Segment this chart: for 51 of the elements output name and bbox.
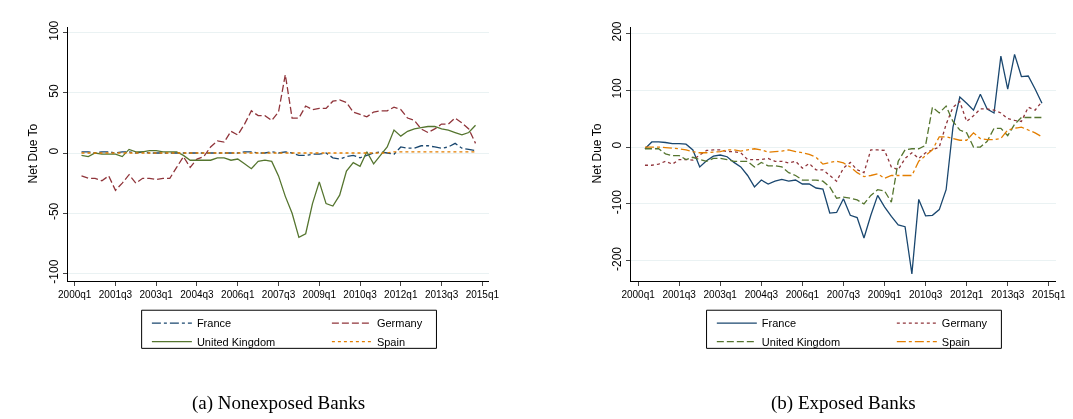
y-axis-title: Net Due To xyxy=(26,123,41,184)
line-series xyxy=(644,53,1043,275)
y-tick-label: 200 xyxy=(610,21,625,42)
x-tick-label: 2001q3 xyxy=(662,288,697,300)
line-series xyxy=(80,124,477,238)
y-tick-label: 0 xyxy=(47,147,62,155)
line-series xyxy=(644,105,1043,205)
y-tick-label: -50 xyxy=(47,202,62,221)
x-tick-label: 2012q1 xyxy=(949,288,984,300)
legend-label: Spain xyxy=(376,335,406,348)
x-tick-label: 2012q1 xyxy=(384,288,418,300)
y-tick-label: -200 xyxy=(610,246,625,272)
x-tick-label: 2010q3 xyxy=(908,288,943,300)
legend-label: Germany xyxy=(376,317,423,330)
y-tick-label: 0 xyxy=(610,141,625,149)
y-tick-label: 50 xyxy=(47,83,62,98)
line-series xyxy=(644,126,1043,179)
x-tick-label: 2013q3 xyxy=(991,288,1025,300)
x-tick-label: 2006q1 xyxy=(785,288,820,300)
text: (b) Exposed Banks xyxy=(771,392,916,414)
x-tick-label: 2000q1 xyxy=(621,288,656,300)
x-tick-label: 2015q1 xyxy=(465,288,500,300)
legend-label: United Kingdom xyxy=(196,335,276,348)
y-tick-label: -100 xyxy=(47,259,62,284)
x-tick-label: 2009q1 xyxy=(302,288,337,300)
y-tick-label: 100 xyxy=(610,78,625,99)
x-tick-label: 2006q1 xyxy=(221,288,255,300)
x-tick-label: 2007q3 xyxy=(261,288,296,300)
x-tick-label: 2010q3 xyxy=(343,288,378,300)
x-tick-label: 2004q3 xyxy=(744,288,779,300)
line-series xyxy=(644,100,1043,182)
y-tick-label: -100 xyxy=(610,189,625,215)
x-tick-label: 2015q1 xyxy=(1032,288,1066,300)
x-tick-label: 2003q1 xyxy=(703,288,738,300)
x-tick-label: 2000q1 xyxy=(58,288,92,300)
legend-label: Spain xyxy=(941,335,970,348)
line-series xyxy=(80,74,477,191)
x-tick-label: 2009q1 xyxy=(867,288,902,300)
x-tick-label: 2003q1 xyxy=(139,288,174,300)
x-tick-label: 2004q3 xyxy=(180,288,215,300)
y-tick-label: 100 xyxy=(47,20,62,41)
legend-label: United Kingdom xyxy=(761,335,841,348)
text: (a) Nonexposed Banks xyxy=(192,392,366,414)
x-tick-label: 2001q3 xyxy=(98,288,133,300)
legend-label: France xyxy=(761,317,797,330)
line-series xyxy=(80,142,477,160)
y-axis-title: Net Due To xyxy=(589,123,604,184)
x-tick-label: 2013q3 xyxy=(424,288,459,300)
legend-label: Germany xyxy=(941,317,988,330)
x-tick-label: 2007q3 xyxy=(826,288,861,300)
legend-label: France xyxy=(196,317,232,330)
